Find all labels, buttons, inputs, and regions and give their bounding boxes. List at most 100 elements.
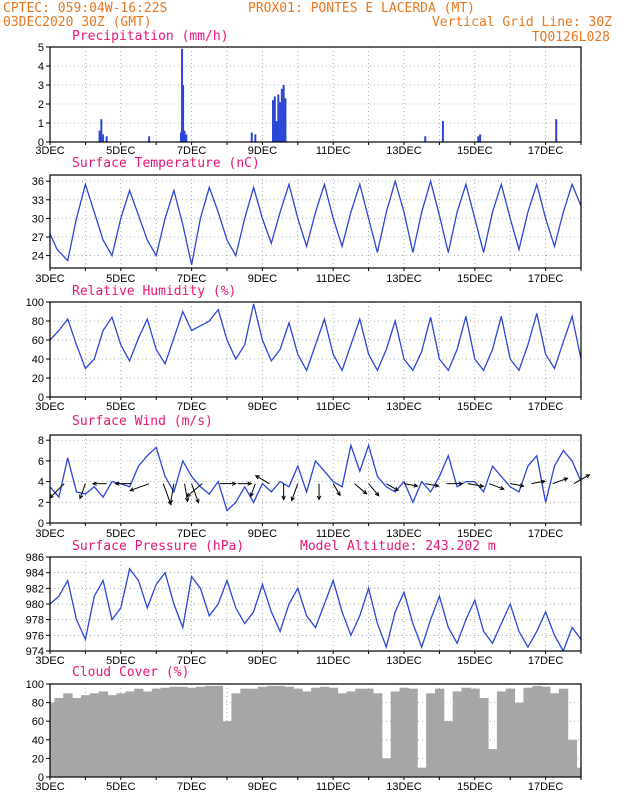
grid [50, 302, 581, 397]
y-tick-label: 4 [38, 477, 44, 489]
wind-arrow-head [499, 485, 505, 490]
y-tick-label: 36 [32, 176, 44, 188]
precip-bar [273, 96, 276, 142]
wind-arrow [250, 483, 256, 497]
precip-bar [284, 98, 287, 142]
x-tick-label: 13DEC [386, 781, 422, 793]
cloud-bar [381, 758, 392, 777]
precip-bar [424, 136, 427, 142]
precip-bar [275, 121, 278, 142]
y-tick-label: 5 [38, 42, 44, 54]
precip-bar [282, 85, 285, 142]
cloud-bar [496, 691, 507, 777]
cloud-bar [408, 688, 418, 777]
series-line [50, 442, 581, 512]
x-tick-label: 9DEC [248, 781, 277, 793]
wind-arrow [425, 483, 439, 487]
x-tick-label: 7DEC [177, 655, 206, 667]
x-tick-label: 15DEC [457, 781, 493, 793]
wind-arrow-head [281, 495, 286, 501]
y-tick-label: 80 [32, 698, 44, 710]
cloud-bar [346, 691, 356, 777]
y-axis: 0 1 2 3 4 5 [38, 42, 50, 149]
x-tick-label: 9DEC [248, 401, 277, 413]
wind-arrow-head [563, 477, 569, 482]
wind-arrow-head [185, 492, 191, 498]
header-model-code: TQ0126L028 [532, 30, 610, 45]
cloud-bar [567, 739, 578, 777]
y-tick-label: 8 [38, 435, 44, 447]
wind-arrow [49, 483, 65, 499]
wind-arrow-head [91, 481, 97, 486]
grid [50, 557, 581, 651]
cloud-bar [222, 721, 232, 777]
cloud-bar [523, 687, 533, 777]
y-tick-label: 974 [26, 646, 44, 658]
panel-annotation: Model Altitude: 243.202 m [300, 539, 496, 554]
y-tick-label: 27 [32, 232, 44, 244]
panel-2: 24 27 30 33 36 3DEC 5DEC 7DEC 9DEC 11DEC 13DEC 15DE… [32, 156, 582, 285]
x-tick-label: 17DEC [528, 273, 564, 285]
precip-bar [179, 132, 182, 142]
precip-bar [102, 134, 105, 142]
y-tick-label: 100 [26, 679, 44, 691]
wind-arrow-head [479, 483, 485, 488]
x-tick-label: 7DEC [177, 781, 206, 793]
x-tick-label: 17DEC [528, 145, 564, 157]
cloud-bar [54, 697, 64, 777]
cloud-bar [426, 693, 436, 777]
cloud-bar [257, 686, 268, 777]
wind-arrow-head [290, 496, 295, 502]
series-line [50, 303, 581, 372]
series-line [50, 178, 581, 266]
cloud-bar [302, 691, 312, 777]
x-axis: 3DEC 5DEC 7DEC 9DEC 11DEC 13DEC 15DEC 17DEC [35, 523, 582, 540]
wind-arrow-head [79, 494, 84, 500]
series-line [50, 567, 581, 651]
cloud-bar [275, 685, 286, 777]
cloud-bar [125, 691, 135, 777]
wind-arrow-head [362, 489, 368, 495]
cloud-bar [319, 686, 330, 777]
x-axis: 3DEC 5DEC 7DEC 9DEC 11DEC 13DEC 15DEC 17DEC [35, 397, 582, 413]
precip-bar [254, 134, 257, 142]
wind-arrow [129, 483, 150, 492]
y-axis: 0 20 40 60 80 100 [26, 679, 50, 784]
y-tick-label: 976 [26, 630, 44, 642]
x-tick-label: 9DEC [248, 273, 277, 285]
wind-arrow-head [114, 481, 120, 486]
wind-arrow-head [316, 495, 322, 501]
y-axis: 24 27 30 33 36 [32, 176, 50, 263]
cloud-bar [231, 693, 241, 777]
y-tick-label: 2 [38, 99, 44, 111]
wind-arrow [368, 483, 380, 497]
plot-frame [49, 301, 582, 398]
x-tick-label: 9DEC [248, 528, 277, 540]
header-station-coords: CPTEC: 059:04W-16:22S [3, 1, 167, 16]
x-tick-label: 13DEC [386, 401, 422, 413]
wind-arrow [403, 483, 418, 487]
x-tick-label: 5DEC [106, 145, 135, 157]
wind-arrow-head [247, 481, 253, 486]
wind-arrow [79, 483, 86, 499]
wind-arrow-head [585, 474, 591, 479]
cloud-bar [364, 688, 374, 777]
cloud-bar [443, 721, 454, 777]
precip-bar [280, 88, 283, 142]
cloud-bar [284, 686, 294, 777]
x-axis: 3DEC 5DEC 7DEC 9DEC 11DEC 13DEC 15DEC 17DEC [35, 777, 582, 793]
precip-bar [98, 130, 101, 142]
cloud-bar [80, 695, 91, 777]
wind-arrow [191, 483, 199, 503]
series [50, 567, 581, 651]
y-tick-label: 2 [38, 497, 44, 509]
y-tick-label: 3 [38, 80, 44, 92]
panel-title: Cloud Cover (%) [72, 665, 189, 680]
cloud-bar [134, 688, 144, 777]
cloud-bar [328, 687, 339, 777]
x-tick-label: 11DEC [316, 655, 351, 667]
wind-arrow-head [458, 481, 464, 486]
cloud-bar [550, 693, 560, 777]
x-tick-label: 13DEC [386, 145, 422, 157]
x-tick-label: 3DEC [35, 273, 64, 285]
